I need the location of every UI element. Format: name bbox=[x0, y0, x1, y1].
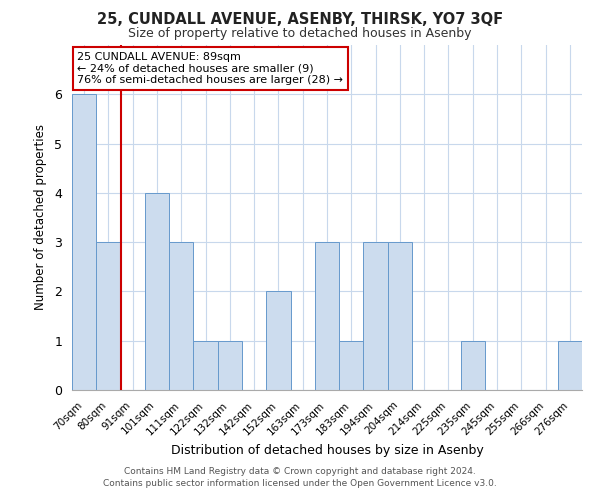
Bar bbox=[364, 242, 388, 390]
Bar bbox=[266, 292, 290, 390]
Text: 25, CUNDALL AVENUE, ASENBY, THIRSK, YO7 3QF: 25, CUNDALL AVENUE, ASENBY, THIRSK, YO7 … bbox=[97, 12, 503, 28]
Bar bbox=[558, 340, 582, 390]
Bar bbox=[96, 242, 121, 390]
Bar bbox=[218, 340, 242, 390]
Bar bbox=[388, 242, 412, 390]
X-axis label: Distribution of detached houses by size in Asenby: Distribution of detached houses by size … bbox=[170, 444, 484, 456]
Text: Size of property relative to detached houses in Asenby: Size of property relative to detached ho… bbox=[128, 28, 472, 40]
Bar bbox=[461, 340, 485, 390]
Bar bbox=[315, 242, 339, 390]
Bar bbox=[339, 340, 364, 390]
Bar bbox=[145, 193, 169, 390]
Bar bbox=[193, 340, 218, 390]
Text: 25 CUNDALL AVENUE: 89sqm
← 24% of detached houses are smaller (9)
76% of semi-de: 25 CUNDALL AVENUE: 89sqm ← 24% of detach… bbox=[77, 52, 343, 85]
Bar bbox=[72, 94, 96, 390]
Y-axis label: Number of detached properties: Number of detached properties bbox=[34, 124, 47, 310]
Bar bbox=[169, 242, 193, 390]
Text: Contains HM Land Registry data © Crown copyright and database right 2024.
Contai: Contains HM Land Registry data © Crown c… bbox=[103, 466, 497, 487]
